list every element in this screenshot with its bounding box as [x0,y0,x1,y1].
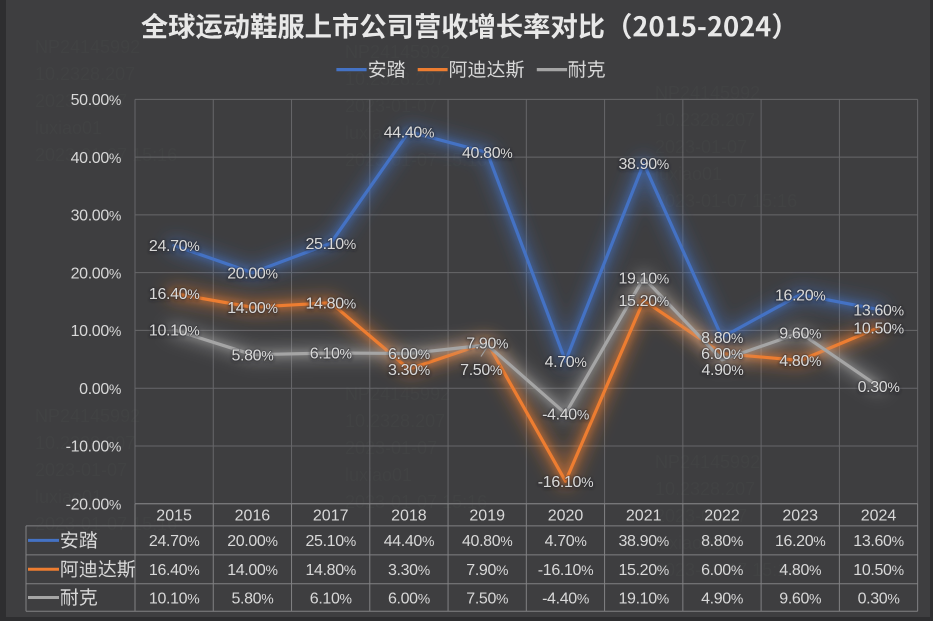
svg-text:-4.40%: -4.40% [542,406,589,423]
svg-text:luxiao01: luxiao01 [35,118,102,138]
svg-text:10.2328.207: 10.2328.207 [655,110,755,130]
svg-text:5.80%: 5.80% [231,347,273,364]
svg-text:25.10%: 25.10% [305,236,355,253]
svg-text:44.40%: 44.40% [384,533,434,550]
svg-text:14.80%: 14.80% [305,562,355,579]
svg-text:10.10%: 10.10% [149,323,199,340]
svg-text:2020: 2020 [548,508,584,525]
svg-text:40.80%: 40.80% [462,533,512,550]
svg-text:2021: 2021 [626,508,662,525]
svg-text:2023-01-07: 2023-01-07 [655,137,747,157]
svg-text:2023-01-07 15:16: 2023-01-07 15:16 [655,191,797,211]
svg-text:10.10%: 10.10% [149,590,199,607]
svg-text:9.60%: 9.60% [779,326,821,343]
svg-text:8.80%: 8.80% [701,330,743,347]
svg-text:10.00%: 10.00% [71,323,121,340]
svg-text:20.00%: 20.00% [227,533,277,550]
svg-text:2024: 2024 [861,508,897,525]
svg-text:NP24145992: NP24145992 [35,37,140,57]
svg-text:9.60%: 9.60% [779,590,821,607]
svg-text:4.80%: 4.80% [779,353,821,370]
svg-text:20.00%: 20.00% [71,265,121,282]
svg-text:6.00%: 6.00% [701,346,743,363]
svg-text:10.2328.207: 10.2328.207 [345,69,445,89]
svg-text:13.60%: 13.60% [853,533,903,550]
svg-text:16.40%: 16.40% [149,286,199,303]
svg-text:15.20%: 15.20% [618,562,668,579]
svg-text:2015: 2015 [156,508,192,525]
svg-text:10.2328.207: 10.2328.207 [35,64,135,84]
svg-text:7.50%: 7.50% [460,362,502,379]
svg-text:38.90%: 38.90% [618,533,668,550]
svg-text:-16.10%: -16.10% [538,562,593,579]
svg-text:-4.40%: -4.40% [542,590,589,607]
svg-text:4.70%: 4.70% [545,533,587,550]
svg-text:2023-01-07: 2023-01-07 [345,438,437,458]
svg-text:13.60%: 13.60% [853,302,903,319]
svg-text:20.00%: 20.00% [227,265,277,282]
svg-text:25.10%: 25.10% [305,533,355,550]
svg-text:6.00%: 6.00% [388,590,430,607]
svg-text:14.80%: 14.80% [305,295,355,312]
svg-text:0.30%: 0.30% [858,590,900,607]
svg-text:2016: 2016 [235,508,271,525]
svg-text:2023-01-07: 2023-01-07 [35,460,127,480]
svg-text:7.90%: 7.90% [466,335,508,352]
svg-text:3.30%: 3.30% [388,562,430,579]
svg-text:15.20%: 15.20% [618,293,668,310]
svg-text:6.00%: 6.00% [701,562,743,579]
svg-text:44.40%: 44.40% [384,124,434,141]
svg-text:-10.00%: -10.00% [66,439,121,456]
svg-text:2018: 2018 [391,508,427,525]
svg-text:16.20%: 16.20% [775,287,825,304]
svg-text:10.50%: 10.50% [853,320,903,337]
svg-text:2017: 2017 [313,508,349,525]
svg-text:4.70%: 4.70% [545,354,587,371]
svg-text:19.10%: 19.10% [618,271,668,288]
svg-text:38.90%: 38.90% [618,156,668,173]
svg-text:16.40%: 16.40% [149,562,199,579]
svg-text:8.80%: 8.80% [701,533,743,550]
svg-text:0.00%: 0.00% [79,381,121,398]
svg-text:2022: 2022 [704,508,740,525]
svg-text:24.70%: 24.70% [149,238,199,255]
svg-text:10.2328.207: 10.2328.207 [345,411,445,431]
svg-text:NP24145992: NP24145992 [35,406,140,426]
svg-text:30.00%: 30.00% [71,208,121,225]
svg-text:16.20%: 16.20% [775,533,825,550]
svg-text:6.00%: 6.00% [388,346,430,363]
svg-text:-20.00%: -20.00% [66,496,121,513]
svg-text:NP24145992: NP24145992 [655,452,760,472]
svg-text:40.80%: 40.80% [462,145,512,162]
svg-text:7.90%: 7.90% [466,562,508,579]
svg-text:40.00%: 40.00% [71,150,121,167]
svg-text:4.90%: 4.90% [701,362,743,379]
svg-text:NP24145992: NP24145992 [345,42,450,62]
svg-text:10.2328.207: 10.2328.207 [655,479,755,499]
svg-text:NP24145992: NP24145992 [345,384,450,404]
svg-text:19.10%: 19.10% [618,590,668,607]
svg-text:24.70%: 24.70% [149,533,199,550]
svg-text:0.30%: 0.30% [858,379,900,396]
svg-text:10.50%: 10.50% [853,562,903,579]
svg-text:14.00%: 14.00% [227,562,277,579]
svg-text:2023: 2023 [782,508,818,525]
svg-text:6.10%: 6.10% [310,346,352,363]
svg-text:3.30%: 3.30% [388,362,430,379]
svg-text:2019: 2019 [469,508,505,525]
svg-text:14.00%: 14.00% [227,300,277,317]
svg-text:luxiao01: luxiao01 [345,465,412,485]
svg-text:-16.10%: -16.10% [538,474,593,491]
svg-text:6.10%: 6.10% [310,590,352,607]
svg-text:5.80%: 5.80% [231,590,273,607]
svg-text:4.80%: 4.80% [779,562,821,579]
svg-text:4.90%: 4.90% [701,590,743,607]
svg-text:7.50%: 7.50% [466,590,508,607]
svg-text:50.00%: 50.00% [71,92,121,109]
svg-text:NP24145992: NP24145992 [655,83,760,103]
